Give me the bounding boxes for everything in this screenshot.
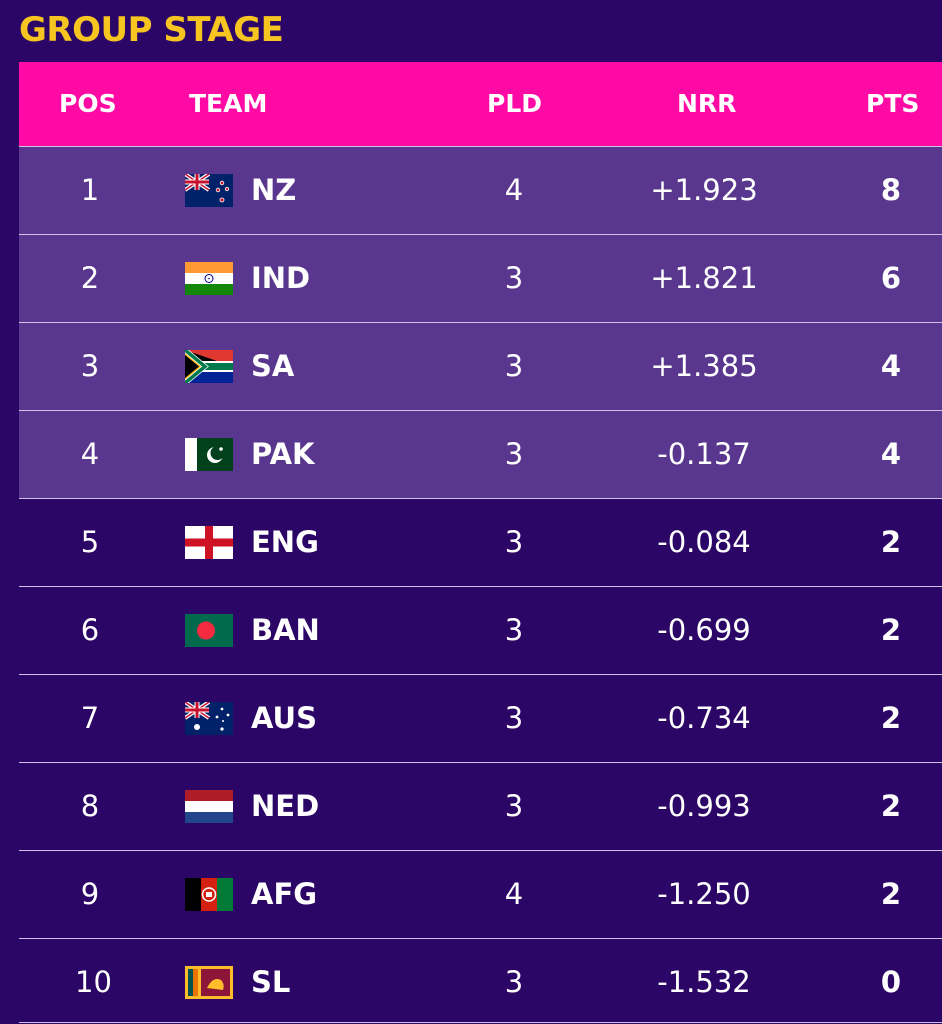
india-flag-icon [185, 262, 233, 295]
nrr-cell: +1.923 [650, 173, 758, 207]
points-cell: 4 [880, 349, 902, 383]
played-cell: 3 [504, 525, 524, 559]
table-row[interactable]: 2 IND 3 +1.821 6 [19, 234, 942, 322]
column-header-nrr: NRR [677, 89, 737, 118]
played-cell: 3 [504, 261, 524, 295]
new-zealand-flag-icon [185, 174, 233, 207]
played-cell: 4 [504, 877, 524, 911]
position-cell: 7 [80, 701, 100, 735]
column-header-pos: POS [59, 89, 117, 118]
points-cell: 6 [880, 261, 902, 295]
nrr-cell: -0.993 [657, 789, 751, 823]
table-row[interactable]: 7 AUS 3 -0.734 2 [19, 674, 942, 762]
column-header-pld: PLD [487, 89, 543, 118]
nrr-cell: +1.385 [650, 349, 758, 383]
england-flag-icon [185, 526, 233, 559]
table-row[interactable]: 5 ENG 3 -0.084 2 [19, 498, 942, 586]
nrr-cell: +1.821 [650, 261, 758, 295]
standings-table: POS TEAM PLD NRR PTS 1 NZ 4 +1.923 8 2 IND 3 +1.… [19, 62, 942, 1024]
position-cell: 5 [80, 525, 100, 559]
nrr-cell: -0.699 [657, 613, 751, 647]
team-name-cell: NED [251, 789, 320, 823]
points-cell: 2 [880, 613, 902, 647]
team-name-cell: SL [251, 965, 291, 999]
nrr-cell: -0.084 [657, 525, 751, 559]
column-header-team: TEAM [189, 89, 268, 118]
points-cell: 2 [880, 789, 902, 823]
points-cell: 8 [880, 173, 902, 207]
played-cell: 3 [504, 701, 524, 735]
played-cell: 3 [504, 789, 524, 823]
nrr-cell: -1.250 [657, 877, 751, 911]
table-row[interactable]: 8 NED 3 -0.993 2 [19, 762, 942, 850]
team-name-cell: AFG [251, 877, 318, 911]
position-cell: 6 [80, 613, 100, 647]
team-name-cell: BAN [251, 613, 320, 647]
team-name-cell: SA [251, 349, 295, 383]
played-cell: 3 [504, 349, 524, 383]
page-title: GROUP STAGE [19, 10, 284, 50]
nrr-cell: -0.734 [657, 701, 751, 735]
table-row[interactable]: 9 AFG 4 -1.250 2 [19, 850, 942, 938]
table-row[interactable]: 1 NZ 4 +1.923 8 [19, 146, 942, 234]
points-cell: 2 [880, 877, 902, 911]
position-cell: 2 [80, 261, 100, 295]
team-name-cell: IND [251, 261, 311, 295]
table-row[interactable]: 10 SL 3 -1.532 0 [19, 938, 942, 1024]
position-cell: 3 [80, 349, 100, 383]
australia-flag-icon [185, 702, 233, 735]
nrr-cell: -1.532 [657, 965, 751, 999]
table-body: 1 NZ 4 +1.923 8 2 IND 3 +1.821 6 3 SA 3 +1.385 4 4 PAK 3 -… [19, 146, 942, 1024]
table-bottom-divider [19, 1022, 942, 1023]
sri-lanka-flag-icon [185, 966, 233, 999]
netherlands-flag-icon [185, 790, 233, 823]
nrr-cell: -0.137 [657, 437, 751, 471]
points-cell: 4 [880, 437, 902, 471]
points-cell: 2 [880, 701, 902, 735]
table-header: POS TEAM PLD NRR PTS [19, 62, 942, 146]
team-name-cell: NZ [251, 173, 297, 207]
bangladesh-flag-icon [185, 614, 233, 647]
position-cell: 9 [80, 877, 100, 911]
team-name-cell: AUS [251, 701, 317, 735]
played-cell: 3 [504, 613, 524, 647]
played-cell: 4 [504, 173, 524, 207]
afghanistan-flag-icon [185, 878, 233, 911]
position-cell: 1 [80, 173, 100, 207]
pakistan-flag-icon [185, 438, 233, 471]
position-cell: 4 [80, 437, 100, 471]
position-cell: 8 [80, 789, 100, 823]
table-row[interactable]: 3 SA 3 +1.385 4 [19, 322, 942, 410]
column-header-pts: PTS [866, 89, 920, 118]
table-row[interactable]: 4 PAK 3 -0.137 4 [19, 410, 942, 498]
points-cell: 0 [880, 965, 902, 999]
south-africa-flag-icon [185, 350, 233, 383]
played-cell: 3 [504, 965, 524, 999]
position-cell: 10 [75, 965, 112, 999]
table-row[interactable]: 6 BAN 3 -0.699 2 [19, 586, 942, 674]
team-name-cell: ENG [251, 525, 319, 559]
played-cell: 3 [504, 437, 524, 471]
points-cell: 2 [880, 525, 902, 559]
team-name-cell: PAK [251, 437, 315, 471]
